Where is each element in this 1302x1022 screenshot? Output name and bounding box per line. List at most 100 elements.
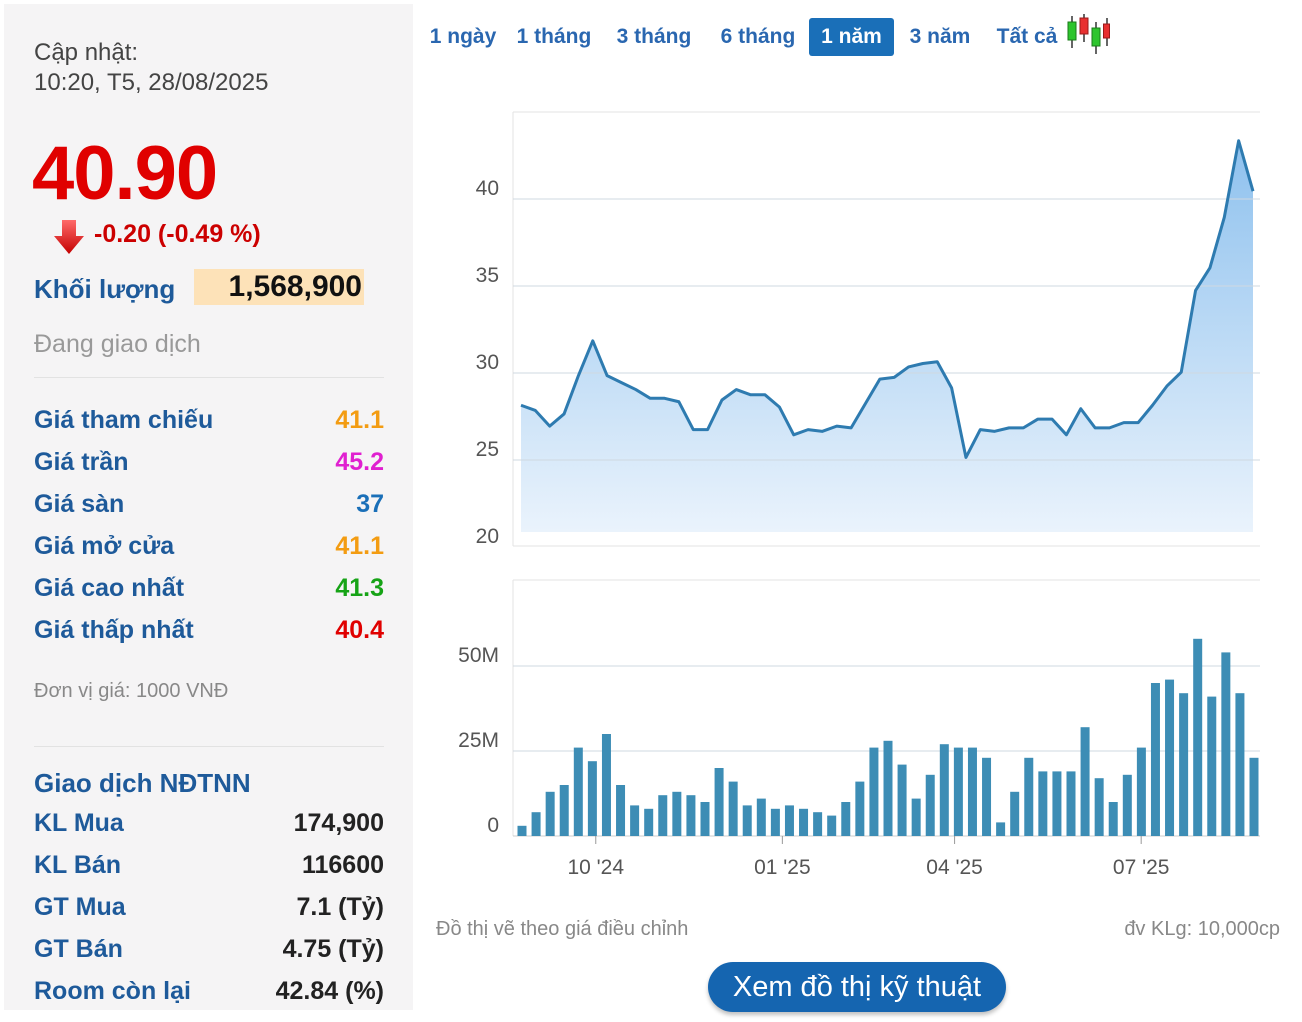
volume-y-tick-label: 0 [487,814,499,837]
price-row: Giá tham chiếu 41.1 [34,406,384,440]
volume-bar [1221,652,1231,836]
volume-bar [700,802,710,836]
price-row-label: Giá cao nhất [34,574,185,602]
volume-bar [1010,791,1020,836]
volume-label: Khối lượng [34,274,176,304]
volume-bar [630,805,640,836]
volume-bar [1052,771,1062,836]
volume-bar [658,795,668,836]
volume-bar [996,822,1006,836]
price-row: Giá trần 45.2 [34,448,384,482]
volume-bar [911,798,921,836]
tab-1-tháng[interactable]: 1 tháng [516,25,592,48]
volume-y-tick-label: 50M [458,644,499,667]
divider [34,377,384,378]
price-y-tick-label: 30 [476,351,499,374]
foreign-row: KL Bán 116600 [34,851,384,885]
volume-bar [517,825,527,836]
tab-3-năm[interactable]: 3 năm [909,25,971,48]
volume-bar [1080,727,1090,836]
price-row-value: 40.4 [335,616,384,644]
volume-bar [799,808,809,836]
foreign-row-value: 4.75 (Tỷ) [282,935,384,963]
price-row: Giá cao nhất 41.3 [34,574,384,608]
volume-bar [1094,778,1104,836]
foreign-row-value: 174,900 [293,809,384,837]
tab-3-tháng[interactable]: 3 tháng [616,25,692,48]
price-y-tick-label: 20 [476,525,499,548]
volume-bar [545,791,555,836]
foreign-row-value: 7.1 (Tỷ) [296,893,384,921]
volume-bar [1108,802,1118,836]
volume-bar [883,740,893,836]
volume-bar [953,747,963,836]
foreign-row-label: Room còn lại [34,977,191,1005]
price-y-tick-label: 25 [476,438,499,461]
update-info: Cập nhật: 10:20, T5, 28/08/2025 [34,38,268,98]
trading-status: Đang giao dịch [34,330,201,358]
volume-bar [1207,696,1217,836]
price-row: Giá sàn 37 [34,490,384,524]
volume-unit-note: đv KLg: 10,000cp [1124,918,1280,940]
price-row: Giá thấp nhất 40.4 [34,616,384,650]
x-tick-label: 07 '25 [1113,856,1170,879]
volume-bar [1150,683,1160,836]
volume-value: 1,568,900 [194,269,364,305]
volume-bar [686,795,696,836]
volume-bar [869,747,879,836]
volume-bar [1122,774,1132,836]
foreign-row-value: 42.84 (%) [275,977,384,1005]
volume-bar [714,768,724,836]
foreign-row-value: 116600 [301,851,384,879]
price-change-text: -0.20 (-0.49 %) [94,220,261,248]
x-tick-label: 01 '25 [754,856,811,879]
volume-bar [756,798,766,836]
price-volume-chart: 20 25 30 35 40 0 25M 50M 10 '24 01 '25 04 '25 07 '2… [458,111,1260,879]
candlestick-chart-icon[interactable] [1064,12,1110,56]
update-time: 10:20, T5, 28/08/2025 [34,69,269,96]
volume-bar [855,781,865,836]
foreign-row: GT Bán 4.75 (Tỷ) [34,935,384,969]
adjusted-price-note: Đồ thị vẽ theo giá điều chỉnh [436,918,689,940]
volume-bar [897,764,907,836]
volume-bar [982,757,992,836]
foreign-row: KL Mua 174,900 [34,809,384,843]
price-row-value: 45.2 [335,448,384,476]
tab-1-năm[interactable]: 1 năm [809,18,894,56]
price-y-tick-label: 40 [476,177,499,200]
volume-bar [1066,771,1076,836]
technical-chart-button[interactable]: Xem đồ thị kỹ thuật [708,962,1006,1012]
volume-bar [939,744,949,836]
foreign-row-label: GT Bán [34,935,123,963]
foreign-row-label: KL Bán [34,851,122,879]
tab-Tất-cả[interactable]: Tất cả [996,25,1058,48]
foreign-row-label: GT Mua [34,893,126,921]
volume-bar [587,761,597,836]
volume-bar [770,808,780,836]
volume-bar [742,805,752,836]
volume-bar [616,785,626,836]
volume-bar [967,747,977,836]
volume-bar [573,747,583,836]
tab-6-tháng[interactable]: 6 tháng [720,25,796,48]
volume-bar [1136,747,1146,836]
price-y-tick-label: 35 [476,264,499,287]
volume-bar [827,815,837,836]
foreign-row: GT Mua 7.1 (Tỷ) [34,893,384,927]
volume-bar [1179,693,1189,836]
volume-bar [728,781,738,836]
volume-bar [601,734,611,836]
price-row-value: 41.1 [335,532,384,560]
volume-bar [813,812,823,836]
tab-1-ngày[interactable]: 1 ngày [429,25,497,48]
price-row-label: Giá trần [34,448,129,476]
price-row-label: Giá tham chiếu [34,406,214,434]
price-row-value: 37 [356,490,384,518]
unit-note: Đơn vị giá: 1000 VNĐ [34,680,229,702]
foreign-trading-title: Giao dịch NĐTNN [34,768,251,798]
volume-bar [841,802,851,836]
volume-bar [1038,771,1048,836]
volume-bar [559,785,569,836]
price-row-label: Giá thấp nhất [34,616,194,644]
foreign-row-label: KL Mua [34,809,124,837]
